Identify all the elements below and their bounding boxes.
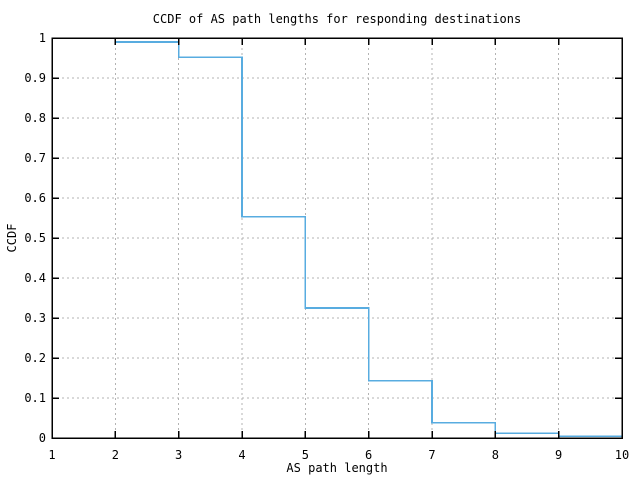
ccdf-step-line	[114, 38, 622, 438]
y-tick-label: 0.7	[24, 151, 46, 165]
y-tick-label: 0.9	[24, 71, 46, 85]
x-tick-label: 8	[491, 448, 499, 462]
x-tick-label: 4	[238, 448, 246, 462]
y-tick-label: 0.4	[24, 271, 46, 285]
y-tick-label: 1	[38, 31, 46, 45]
y-tick-label: 0.3	[24, 311, 46, 325]
x-tick-label: 3	[175, 448, 183, 462]
y-tick-label: 0.2	[24, 351, 46, 365]
y-tick-label: 0.5	[24, 231, 46, 245]
x-tick-label: 9	[555, 448, 563, 462]
x-tick-label: 6	[365, 448, 373, 462]
y-tick-label: 0.6	[24, 191, 46, 205]
x-tick-label: 7	[428, 448, 436, 462]
x-tick-label: 5	[301, 448, 309, 462]
x-tick-label: 1	[48, 448, 56, 462]
chart-title: CCDF of AS path lengths for responding d…	[152, 12, 522, 26]
y-tick-label: 0.8	[24, 111, 46, 125]
y-tick-label: 0.1	[24, 391, 46, 405]
x-axis-title: AS path length	[286, 461, 388, 475]
x-tick-label: 2	[111, 448, 119, 462]
y-tick-label: 0	[38, 431, 46, 445]
x-tick-label: 10	[614, 448, 630, 462]
